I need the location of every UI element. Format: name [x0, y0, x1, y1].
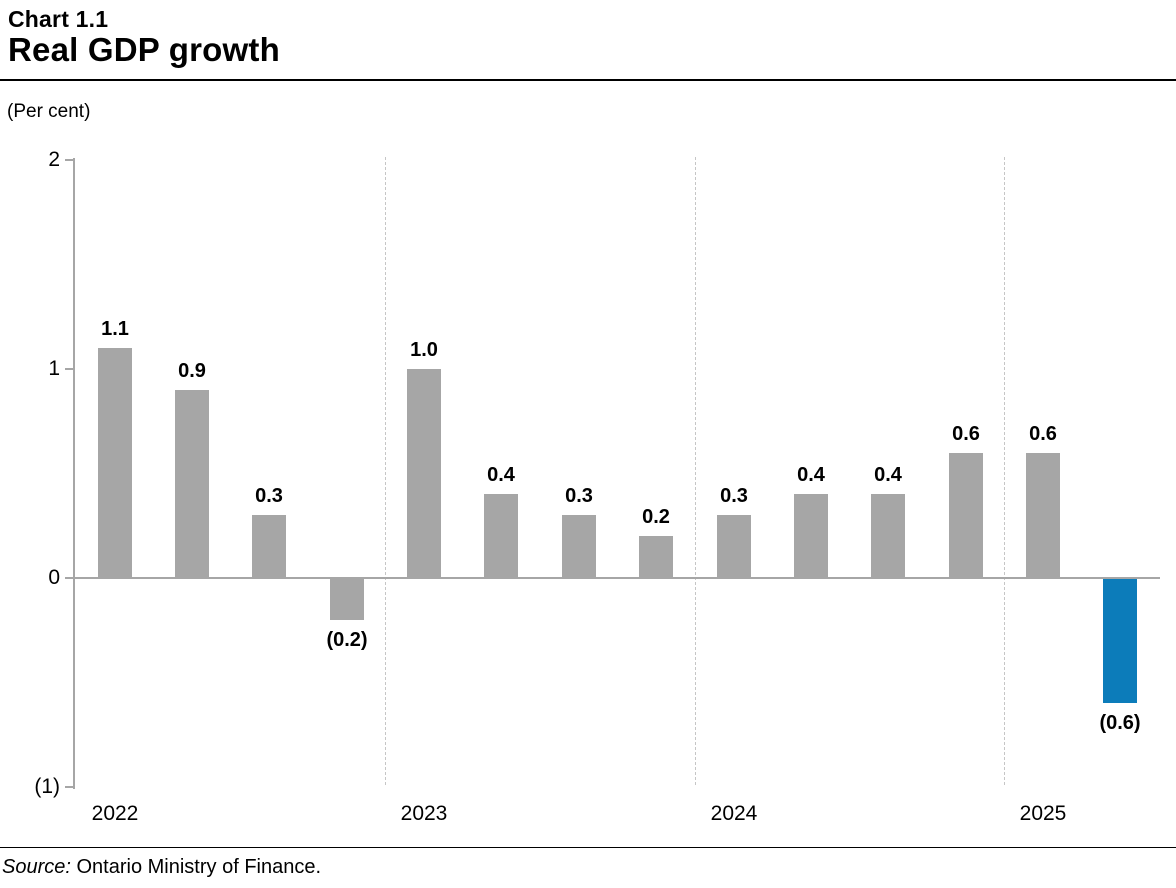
y-axis-tick-label: 1 — [48, 357, 60, 380]
x-axis-year-label: 2022 — [91, 802, 139, 825]
bar-2023-q4 — [639, 536, 673, 578]
bar-2024-q3 — [871, 494, 905, 578]
y-axis-tick-label: (1) — [34, 775, 60, 798]
y-axis-tick — [65, 786, 73, 788]
bar-value-label: 0.3 — [565, 485, 593, 507]
bar-2024-q1 — [717, 515, 751, 578]
y-axis-tick-label: 2 — [48, 148, 60, 171]
year-separator-line — [385, 157, 386, 785]
axis-unit-label: (Per cent) — [7, 101, 91, 122]
bar-value-label: 0.4 — [487, 464, 515, 486]
chart-number: Chart 1.1 — [8, 6, 109, 32]
bar-value-label: 0.2 — [642, 506, 670, 528]
source-label: Source: — [2, 856, 71, 878]
bar-2024-q2 — [794, 494, 828, 578]
y-axis-tick — [65, 159, 73, 161]
bar-value-label: 0.3 — [720, 485, 748, 507]
bar-2022-q4 — [330, 578, 364, 620]
y-axis-tick — [65, 577, 73, 579]
bar-value-label: 0.4 — [874, 464, 902, 486]
bar-2022-q1 — [98, 348, 132, 578]
bar-2023-q3 — [562, 515, 596, 578]
bar-value-label: (0.6) — [1099, 712, 1141, 734]
zero-baseline — [75, 577, 1160, 579]
y-axis-tick — [65, 368, 73, 370]
bar-2022-q3 — [252, 515, 286, 578]
bar-value-label: 0.3 — [255, 485, 283, 507]
footer-divider-rule — [0, 847, 1176, 848]
x-axis-year-label: 2025 — [1019, 802, 1067, 825]
title-divider-rule — [0, 79, 1176, 81]
bar-2024-q4 — [949, 453, 983, 578]
x-axis-year-label: 2024 — [710, 802, 758, 825]
bar-value-label: 0.6 — [1029, 423, 1057, 445]
bar-value-label: 0.6 — [952, 423, 980, 445]
bar-value-label: (0.2) — [326, 629, 368, 651]
x-axis-year-label: 2023 — [400, 802, 448, 825]
bar-2022-q2 — [175, 390, 209, 578]
y-axis-line — [73, 158, 75, 789]
year-separator-line — [695, 157, 696, 785]
bar-2023-q1 — [407, 369, 441, 578]
source-text: Ontario Ministry of Finance. — [70, 856, 322, 878]
bar-value-label: 1.1 — [101, 318, 129, 340]
bar-2025-q1 — [1026, 453, 1060, 578]
y-axis-tick-label: 0 — [48, 566, 60, 589]
bar-2023-q2 — [484, 494, 518, 578]
bar-2025-q2 — [1103, 578, 1137, 703]
bar-value-label: 0.9 — [178, 360, 206, 382]
year-separator-line — [1004, 157, 1005, 785]
bar-value-label: 0.4 — [797, 464, 825, 486]
bar-value-label: 1.0 — [410, 339, 438, 361]
source-note: Source: Ontario Ministry of Finance. — [2, 856, 321, 879]
chart-title: Real GDP growth — [8, 31, 280, 68]
